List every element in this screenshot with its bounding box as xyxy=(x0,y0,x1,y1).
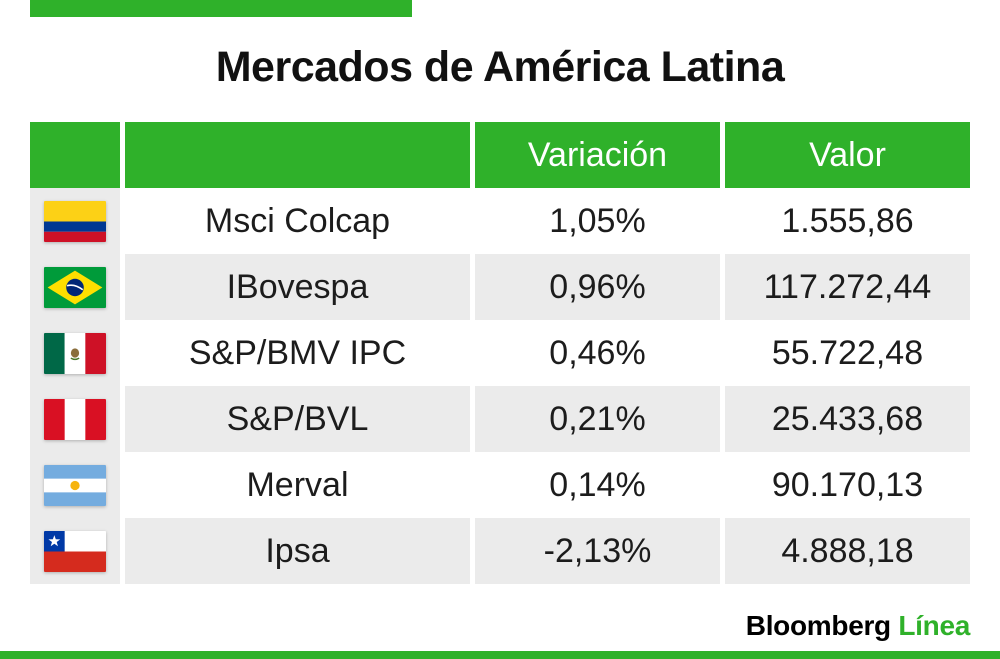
brazil-flag-icon xyxy=(44,266,106,308)
page-title: Mercados de América Latina xyxy=(215,43,785,91)
index-variation: 1,05% xyxy=(475,188,720,254)
top-accent-bar xyxy=(30,0,412,17)
peru-flag-icon xyxy=(44,398,106,440)
brand-bloomberg: Bloomberg xyxy=(745,610,891,641)
flag-cell xyxy=(30,254,120,320)
index-name: Merval xyxy=(125,452,470,518)
table-row: S&P/BMV IPC 0,46% 55.722,48 xyxy=(30,320,970,386)
index-variation: -2,13% xyxy=(475,518,720,584)
index-name: S&P/BVL xyxy=(125,386,470,452)
flag-cell xyxy=(30,320,120,386)
table-row: S&P/BVL 0,21% 25.433,68 xyxy=(30,386,970,452)
header-value: Valor xyxy=(725,122,970,188)
brand-linea: Línea xyxy=(898,610,970,641)
colombia-flag-icon xyxy=(44,200,106,242)
index-name: Msci Colcap xyxy=(125,188,470,254)
table-row: Ipsa -2,13% 4.888,18 xyxy=(30,518,970,584)
table-header-row: Variación Valor xyxy=(30,122,970,188)
flag-cell xyxy=(30,518,120,584)
chile-flag-icon xyxy=(44,530,106,572)
index-name: S&P/BMV IPC xyxy=(125,320,470,386)
argentina-flag-icon xyxy=(44,464,106,506)
flag-cell xyxy=(30,188,120,254)
bottom-accent-bar xyxy=(0,651,1000,659)
index-value: 4.888,18 xyxy=(725,518,970,584)
index-variation: 0,14% xyxy=(475,452,720,518)
index-value: 1.555,86 xyxy=(725,188,970,254)
index-variation: 0,46% xyxy=(475,320,720,386)
markets-table: Variación Valor Msci Colcap 1,05% 1.555,… xyxy=(30,122,970,584)
index-value: 117.272,44 xyxy=(725,254,970,320)
flag-cell xyxy=(30,452,120,518)
header-index-spacer xyxy=(125,122,470,188)
table-row: IBovespa 0,96% 117.272,44 xyxy=(30,254,970,320)
index-value: 25.433,68 xyxy=(725,386,970,452)
brand-logo: Bloomberg Línea xyxy=(745,610,971,642)
index-value: 55.722,48 xyxy=(725,320,970,386)
header-flag-spacer xyxy=(30,122,120,188)
index-name: Ipsa xyxy=(125,518,470,584)
index-name: IBovespa xyxy=(125,254,470,320)
index-variation: 0,96% xyxy=(475,254,720,320)
table-row: Merval 0,14% 90.170,13 xyxy=(30,452,970,518)
table-row: Msci Colcap 1,05% 1.555,86 xyxy=(30,188,970,254)
flag-cell xyxy=(30,386,120,452)
index-variation: 0,21% xyxy=(475,386,720,452)
mexico-flag-icon xyxy=(44,332,106,374)
index-value: 90.170,13 xyxy=(725,452,970,518)
header-variation: Variación xyxy=(475,122,720,188)
